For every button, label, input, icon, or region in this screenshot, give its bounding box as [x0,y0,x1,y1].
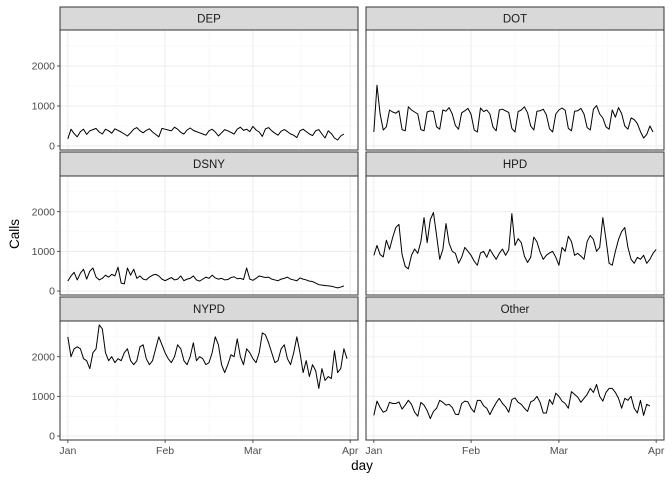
y-axis-title: Calls [7,219,22,249]
x-tick-label: Feb [462,445,480,457]
x-tick-label: Mar [244,445,263,457]
series-line-dep [67,125,345,141]
facet-strip-label: Other [501,304,530,316]
x-tick-label: Apr [648,445,665,457]
y-tick-label: 0 [49,286,55,298]
x-tick-label: Jan [59,445,76,457]
y-tick-label: 0 [49,141,55,153]
series-line-other [373,383,651,420]
series-line-dsny [67,266,345,289]
facet-strip-label: NYPD [193,304,225,316]
y-tick-label: 1000 [32,246,56,258]
x-axis-title: day [351,458,373,473]
facet-strip-label: DEP [197,14,221,26]
x-tick-label: Feb [156,445,174,457]
facet-panel-hpd: HPD [365,151,665,296]
facet-strip [365,6,665,31]
facet-panel-dep: DEP 0 1000 2000 [32,6,359,153]
series-line-hpd [373,211,657,270]
facet-panel-dot: DOT [365,6,665,151]
y-tick-label: 2000 [32,351,56,363]
facet-strip [59,6,359,31]
facet-strip [365,151,665,177]
series-line-dot [373,84,654,139]
facet-panels: DEP 0 1000 2000 DOT DSNY 0 1000 2000 HPD NYPD 0 1000… [32,6,665,457]
x-tick-label: Apr [342,445,359,457]
facet-panel-dsny: DSNY 0 1000 2000 [32,151,359,298]
x-tick-label: Jan [365,445,382,457]
facet-strip-label: HPD [503,159,527,171]
y-tick-label: 2000 [32,206,56,218]
x-tick-label: Mar [550,445,569,457]
facet-strip-label: DOT [503,14,527,26]
facet-strip-label: DSNY [193,159,225,171]
y-tick-label: 0 [49,431,55,443]
facet-panel-nypd: NYPD 0 1000 2000 Jan Feb Mar Apr [32,296,359,457]
facet-strip [365,296,665,322]
facet-panel-other: Other Jan Feb Mar Apr [365,296,665,457]
facet-strip [59,151,359,177]
y-tick-label: 2000 [32,61,56,73]
facet-strip [59,296,359,322]
y-tick-label: 1000 [32,391,56,403]
y-tick-label: 1000 [32,101,56,113]
series-line-nypd [67,324,348,389]
